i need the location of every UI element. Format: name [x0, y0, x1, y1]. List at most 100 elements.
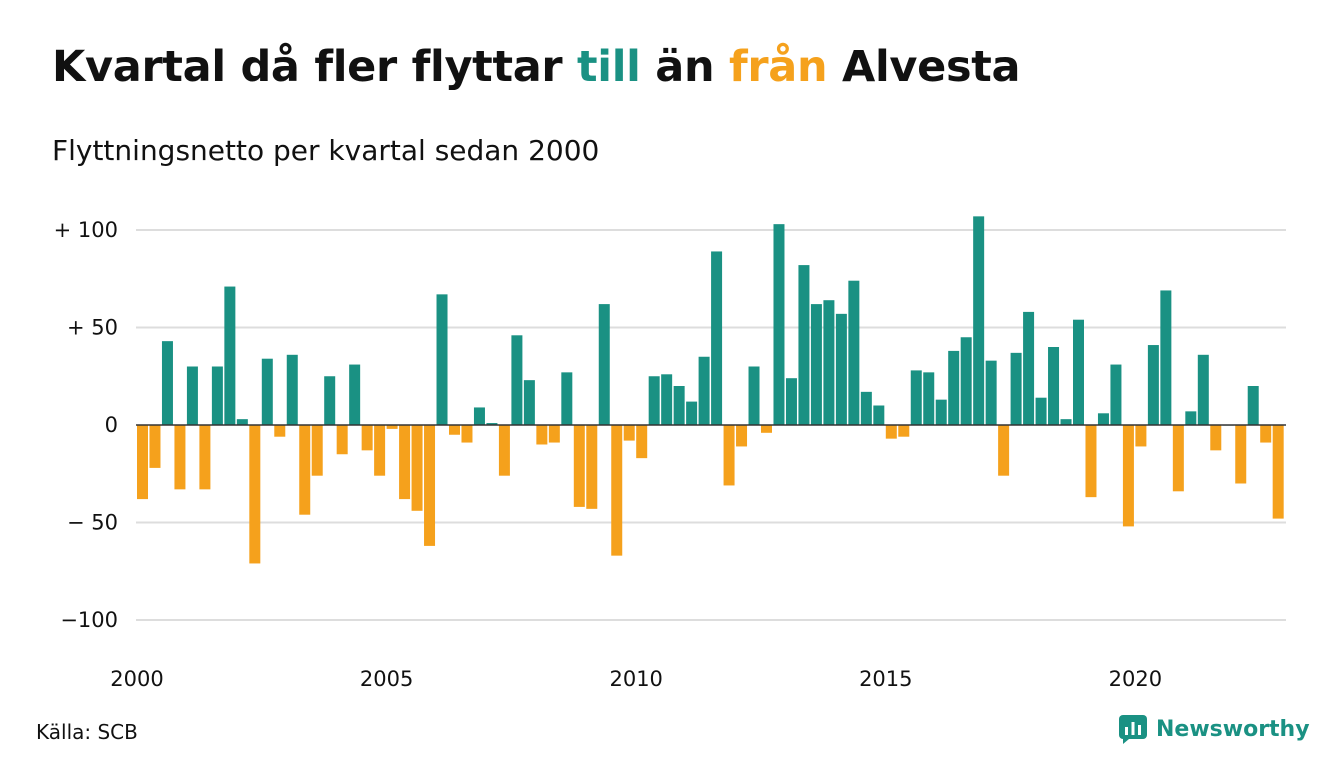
bar [424, 425, 436, 546]
bar [236, 419, 248, 425]
bar [186, 366, 198, 425]
brand-name: Newsworthy [1156, 716, 1310, 742]
bar [374, 425, 386, 476]
bar [174, 425, 186, 490]
y-tick-label: + 50 [67, 316, 118, 340]
bar [211, 366, 223, 425]
bar [336, 425, 348, 455]
title-highlight-till: till [577, 42, 641, 92]
title-part-3: än [640, 42, 729, 92]
newsworthy-icon [1119, 715, 1147, 744]
bar [1073, 319, 1084, 425]
bar [299, 425, 311, 515]
chart-subtitle: Flyttningsnetto per kvartal sedan 2000 [52, 134, 600, 167]
bar [561, 372, 573, 425]
bar [898, 425, 910, 437]
bar [149, 425, 161, 468]
bar [1185, 411, 1197, 425]
bar [623, 425, 635, 441]
bar [349, 364, 361, 425]
bar [785, 378, 797, 425]
title-part-5: Alvesta [827, 42, 1021, 92]
bar [386, 425, 398, 429]
bar [661, 374, 673, 425]
bar [910, 370, 922, 425]
bar [1048, 347, 1060, 425]
bar [673, 386, 685, 425]
bar [810, 304, 822, 425]
bar [636, 425, 648, 459]
bar [274, 425, 286, 437]
bar [224, 286, 236, 425]
bar [324, 376, 336, 425]
bar [736, 425, 748, 447]
x-axis-ticks: 2000 2005 2010 2015 2020 [110, 667, 1162, 691]
y-tick-label: + 100 [54, 218, 118, 242]
bar [860, 391, 872, 425]
bar [511, 335, 523, 425]
bar [461, 425, 473, 443]
y-tick-label: 0 [105, 413, 118, 437]
y-tick-label: − 50 [67, 511, 118, 535]
source-note: Källa: SCB [36, 720, 138, 744]
bar [773, 224, 785, 425]
bar [998, 425, 1010, 476]
bar [923, 372, 935, 425]
bar [498, 425, 510, 476]
gridlines [136, 229, 1286, 621]
bar [698, 356, 710, 425]
bar [399, 425, 411, 500]
bar [1060, 419, 1072, 425]
bar [137, 425, 148, 500]
x-tick-label: 2010 [609, 667, 662, 691]
bar [1272, 425, 1284, 519]
bar [573, 425, 585, 507]
bar [835, 313, 847, 425]
bar [748, 366, 760, 425]
title-part-1: Kvartal då fler flyttar [52, 42, 577, 92]
bar-chart: + 100 + 50 0 − 50 −100 2000 2005 2010 2015 2020 [54, 216, 1286, 691]
bar [536, 425, 548, 445]
bar [361, 425, 373, 451]
bar [873, 405, 885, 425]
bar [598, 304, 610, 425]
bar [261, 358, 273, 425]
bar [711, 251, 723, 425]
y-tick-label: −100 [60, 608, 118, 632]
bar [1097, 413, 1109, 425]
bar [1135, 425, 1147, 447]
bar [1172, 425, 1184, 492]
bar [761, 425, 772, 433]
chart-title: Kvartal då fler flyttar till än från Alv… [52, 42, 1021, 92]
bar [960, 337, 972, 425]
bar [1035, 397, 1047, 425]
bar [586, 425, 598, 509]
bar [436, 294, 448, 425]
bar [1010, 352, 1022, 425]
bar [161, 341, 173, 425]
bar [823, 300, 835, 425]
bar [848, 280, 860, 425]
newsworthy-logo: Newsworthy [1118, 714, 1310, 744]
x-tick-label: 2015 [859, 667, 912, 691]
title-highlight-fran: från [728, 42, 828, 92]
bar [1235, 425, 1247, 484]
bar [648, 376, 660, 425]
bars [136, 216, 1286, 564]
bar [486, 423, 498, 425]
bar [311, 425, 323, 476]
bar [523, 380, 535, 425]
bar [286, 354, 298, 425]
bar [411, 425, 423, 511]
y-axis-ticks: + 100 + 50 0 − 50 −100 [54, 218, 118, 632]
bar [611, 425, 623, 556]
bar [548, 425, 560, 443]
bar [1122, 425, 1134, 527]
bar [1210, 425, 1222, 451]
bar [249, 425, 261, 564]
bar [449, 425, 460, 435]
bar [1247, 386, 1259, 425]
bar [935, 399, 947, 425]
bar [973, 216, 985, 425]
bar [1197, 354, 1209, 425]
